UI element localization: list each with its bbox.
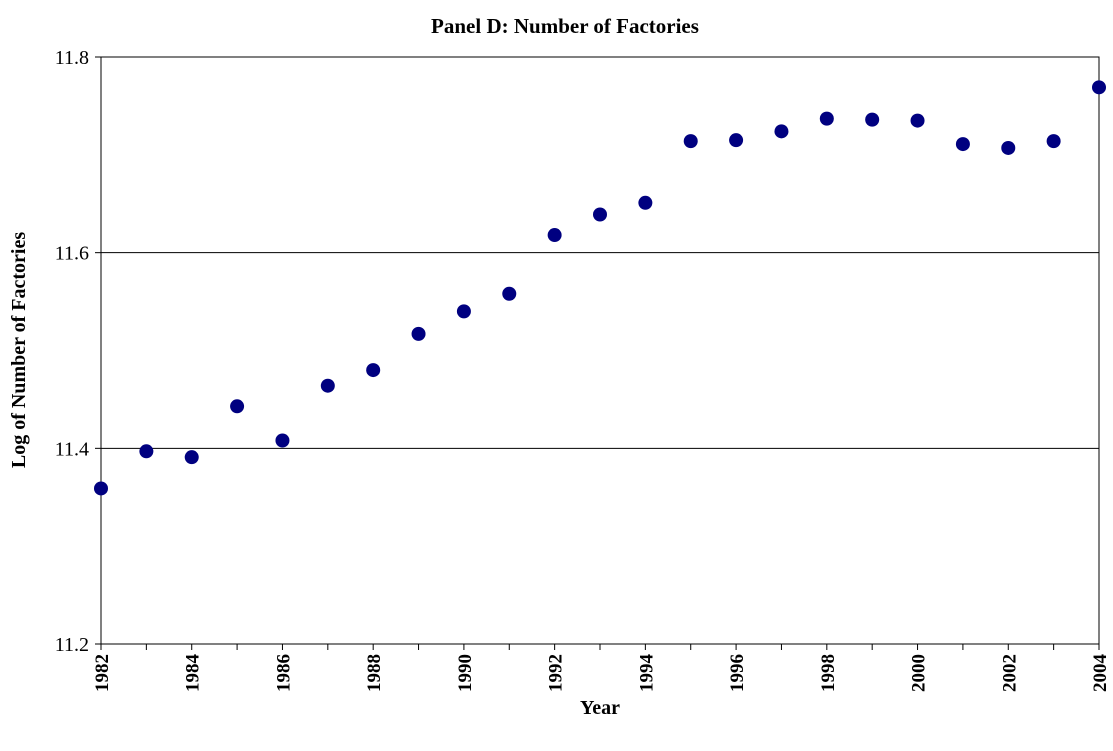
- y-tick-label: 11.8: [55, 47, 89, 69]
- x-axis-ticks: 1982 1984 1986 1988 1990 1992 1994 1996 1998 2000…: [92, 644, 1111, 692]
- x-tick-label: 1986: [273, 654, 294, 692]
- data-point: [910, 113, 925, 128]
- data-point: [1001, 140, 1016, 155]
- data-point: [683, 134, 698, 149]
- y-tick-label: 11.6: [55, 243, 89, 265]
- plot-area: [100, 56, 1100, 645]
- data-point: [955, 137, 970, 152]
- data-point: [819, 111, 834, 126]
- data-point: [547, 228, 562, 243]
- data-point: [366, 363, 381, 378]
- data-point: [1092, 80, 1106, 95]
- data-point: [275, 433, 290, 448]
- data-point: [774, 124, 789, 139]
- y-tick-label: 11.4: [55, 438, 89, 460]
- chart-title: Panel D: Number of Factories: [431, 14, 699, 38]
- y-tick-label: 11.2: [55, 634, 89, 656]
- x-tick-label: 2002: [999, 654, 1020, 692]
- x-tick-label: 1990: [455, 654, 476, 692]
- data-point: [411, 326, 426, 341]
- data-point: [1046, 134, 1061, 149]
- x-tick-label: 1988: [364, 654, 385, 692]
- x-tick-label: 2004: [1090, 654, 1111, 693]
- x-tick-label: 1984: [183, 654, 204, 693]
- y-axis-label: Log of Number of Factories: [8, 232, 30, 468]
- data-point: [230, 399, 245, 414]
- data-point: [139, 444, 154, 459]
- data-point: [593, 207, 607, 222]
- x-tick-label: 1992: [546, 654, 567, 692]
- x-axis-label: Year: [580, 697, 620, 719]
- data-point: [638, 195, 653, 210]
- x-tick-label: 1982: [92, 654, 113, 692]
- data-point: [184, 450, 199, 465]
- data-point: [865, 112, 880, 127]
- gridlines: [101, 252, 1099, 449]
- data-point: [456, 304, 471, 319]
- x-tick-label: 2000: [909, 654, 930, 692]
- data-point: [94, 481, 108, 496]
- x-tick-label: 1994: [636, 654, 657, 693]
- data-point: [320, 378, 335, 393]
- x-tick-label: 1998: [818, 654, 839, 692]
- y-axis-ticks: 11.2 11.4 11.6 11.8: [55, 47, 101, 656]
- data-point: [502, 286, 517, 301]
- data-points: [94, 80, 1106, 496]
- x-tick-label: 1996: [727, 654, 748, 692]
- data-point: [729, 133, 744, 148]
